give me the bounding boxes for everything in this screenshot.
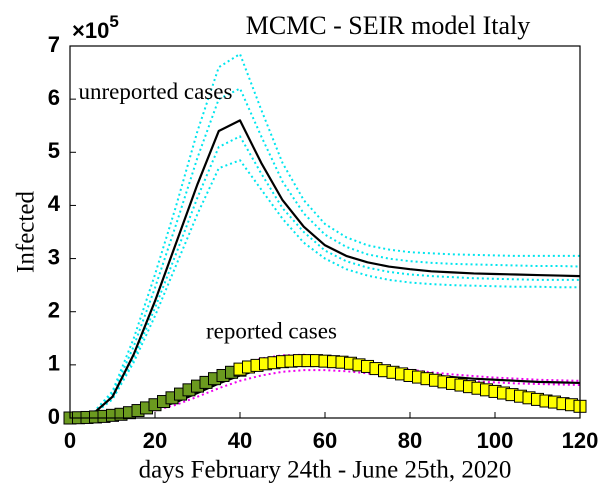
y-tick-label: 5 — [48, 138, 60, 163]
x-tick-label: 60 — [313, 428, 337, 453]
x-tick-label: 120 — [562, 428, 599, 453]
x-tick-label: 100 — [477, 428, 514, 453]
annotation: reported cases — [206, 318, 337, 343]
series-line — [69, 52, 580, 419]
y-tick-label: 0 — [48, 404, 60, 429]
chart-title: MCMC - SEIR model Italy — [246, 11, 531, 40]
y-tick-label: 3 — [48, 244, 60, 269]
x-tick-label: 0 — [64, 428, 76, 453]
y-axis-label: Infected — [13, 191, 40, 273]
x-tick-label: 80 — [398, 428, 422, 453]
y-multiplier: ×105 — [72, 12, 119, 42]
series-line — [69, 159, 580, 419]
multiplier-exponent: 5 — [109, 12, 118, 31]
y-tick-label: 6 — [48, 85, 60, 110]
x-axis-label: days February 24th - June 25th, 2020 — [139, 457, 512, 484]
multiplier-base: ×10 — [72, 18, 109, 43]
y-tick-label: 7 — [48, 32, 60, 57]
y-tick-label: 2 — [48, 298, 60, 323]
series-line — [69, 119, 581, 420]
x-tick-label: 20 — [143, 428, 167, 453]
annotation: unreported cases — [79, 79, 233, 104]
series-line — [69, 135, 580, 419]
x-tick-label: 40 — [228, 428, 252, 453]
series-line — [69, 87, 581, 419]
y-tick-label: 4 — [48, 191, 61, 216]
y-tick-label: 1 — [48, 351, 60, 376]
